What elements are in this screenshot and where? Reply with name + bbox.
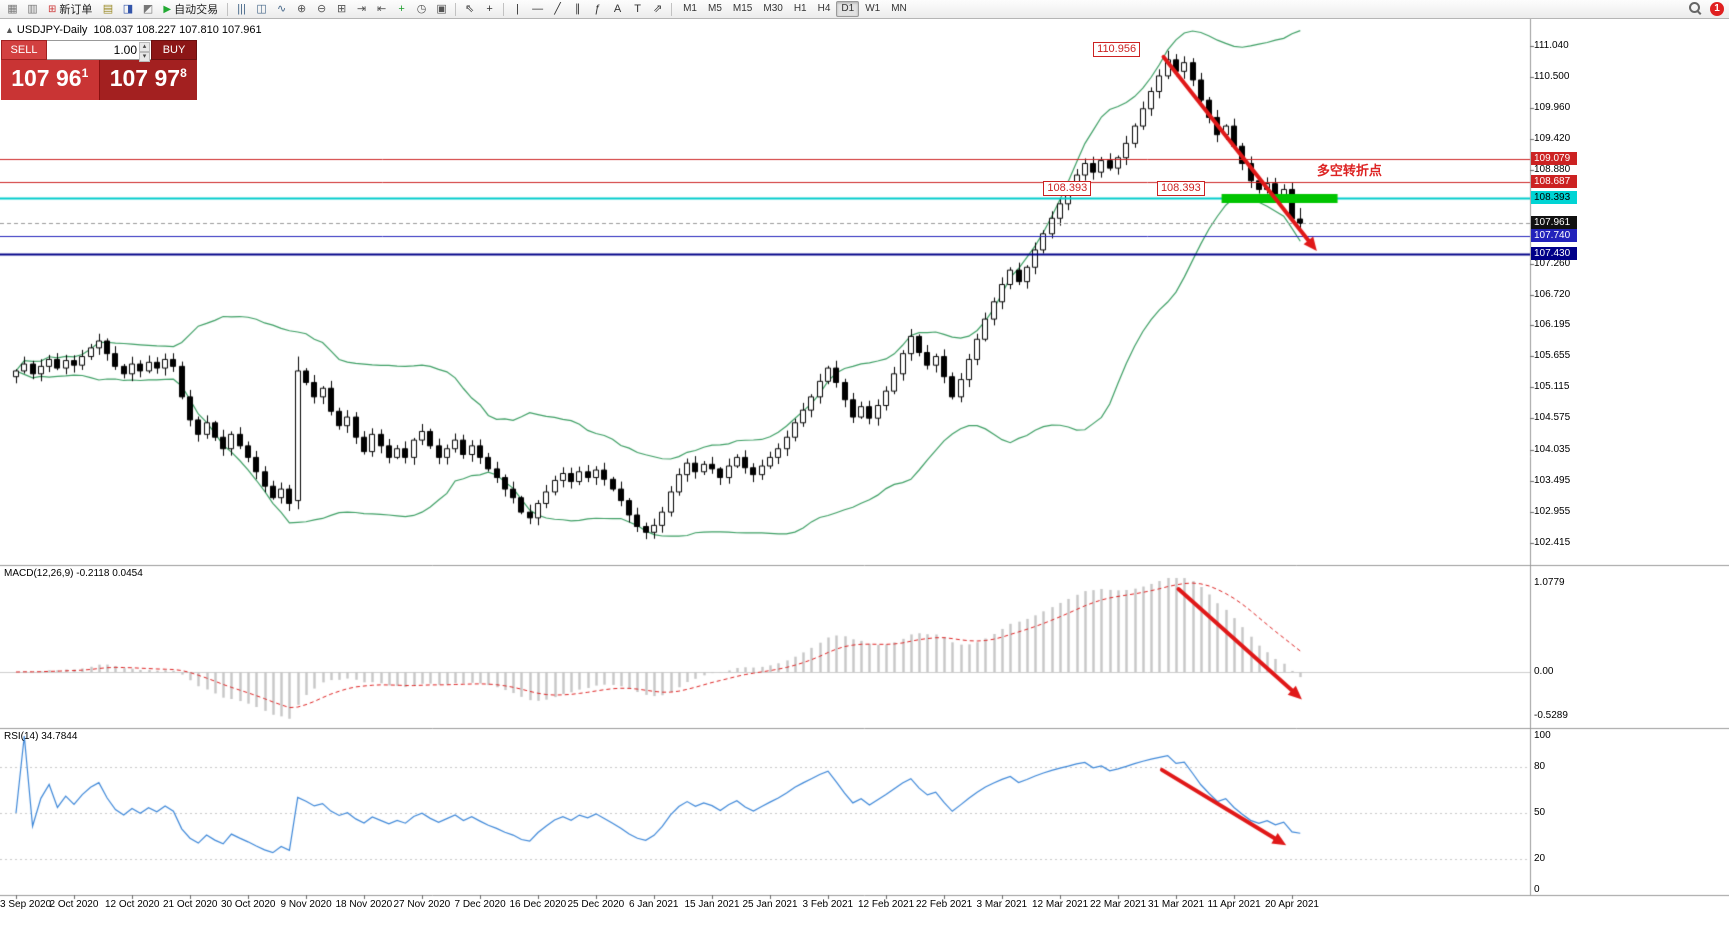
timeframe-w1-button[interactable]: W1: [865, 3, 881, 14]
autotrading-icon: ▶: [163, 3, 172, 15]
macd-indicator-label: MACD(12,26,9) -0.2118 0.0454: [4, 568, 143, 579]
toolbar-separator: [455, 2, 457, 16]
toolbar-separator: [227, 2, 229, 16]
sell-price-sup: 1: [81, 66, 89, 80]
auto-scroll-icon[interactable]: ⇥: [356, 2, 367, 15]
new-order-icon: ⊞: [48, 3, 57, 15]
timeframe-m5-button[interactable]: M5: [708, 3, 722, 14]
toolbar-separator: [671, 2, 673, 16]
line-chart-mode-icon[interactable]: ∿: [276, 2, 287, 15]
volume-increase-button[interactable]: ▴: [139, 42, 150, 52]
buy-button[interactable]: BUY: [151, 40, 197, 60]
timeframe-mn-button[interactable]: MN: [891, 3, 907, 14]
notification-badge[interactable]: 1: [1710, 2, 1724, 16]
buy-price-button[interactable]: 107 97 8: [99, 60, 197, 100]
periods-icon[interactable]: ◷: [416, 2, 427, 15]
buy-price-main: 107 97: [109, 65, 181, 91]
horizontal-line-icon[interactable]: —: [532, 2, 544, 15]
timeframe-d1-button[interactable]: D1: [836, 1, 860, 17]
volume-field: ▴ ▾: [47, 40, 151, 62]
buy-price-sup: 8: [180, 66, 187, 80]
autotrading-button[interactable]: ▶ 自动交易: [158, 2, 223, 17]
new-order-button-label: 新订单: [59, 4, 93, 16]
bar-chart-mode-icon[interactable]: |||: [237, 2, 246, 15]
text-icon[interactable]: A: [613, 2, 622, 15]
trendline-icon[interactable]: ╱: [554, 2, 561, 15]
timeframe-h4-button[interactable]: H4: [817, 3, 831, 14]
zoom-in-icon[interactable]: ⊕: [296, 2, 307, 15]
volume-input[interactable]: [47, 41, 151, 59]
sell-price-main: 107 96: [11, 65, 82, 91]
sell-button[interactable]: SELL: [1, 40, 47, 60]
main-toolbar: ▦ ▥ ⊞ 新订单 ▤ ◨ ◩ ▶ 自动交易 ||| ◫ ∿ ⊕ ⊖ ⊞ ⇥ ⇤ + ◷ ▣ ⇖ + | — ╱ ∥ ƒ A T ⇗ M1 M…: [0, 0, 1729, 19]
data-window-icon[interactable]: ◨: [122, 2, 134, 15]
autotrading-button-label: 自动交易: [174, 4, 219, 16]
chart-title-bar: ▲ USDJPY-Daily 108.037 108.227 107.810 107…: [5, 24, 262, 36]
new-order-button[interactable]: ⊞ 新订单: [43, 2, 97, 17]
toolbar-separator: [503, 2, 505, 16]
tile-windows-icon[interactable]: ⊞: [336, 2, 347, 15]
volume-decrease-button[interactable]: ▾: [139, 52, 150, 62]
search-icon[interactable]: [1689, 2, 1703, 16]
templates-icon[interactable]: ▣: [436, 2, 447, 15]
fibonacci-icon[interactable]: ƒ: [594, 2, 601, 15]
sell-price-button[interactable]: 107 96 1: [1, 60, 100, 100]
crosshair-icon[interactable]: +: [486, 2, 493, 15]
rsi-indicator-label: RSI(14) 34.7844: [4, 731, 78, 742]
chart-shift-icon[interactable]: ⇤: [376, 2, 387, 15]
timeframe-m30-button[interactable]: M30: [763, 3, 783, 14]
timeframe-toolbar: M1 M5 M15 M30 H1 H4 D1 W1 MN: [678, 1, 912, 17]
timeframe-h1-button[interactable]: H1: [793, 3, 807, 14]
market-watch-icon[interactable]: ▤: [102, 2, 114, 15]
timeframe-m1-button[interactable]: M1: [683, 3, 697, 14]
timeframe-m15-button[interactable]: M15: [732, 3, 753, 14]
cursor-icon[interactable]: ⇖: [464, 2, 475, 15]
arrows-tool-icon[interactable]: ⇗: [652, 2, 663, 15]
one-click-trading-panel: SELL ▴ ▾ BUY 107 961 107 978: [1, 40, 197, 100]
zoom-out-icon[interactable]: ⊖: [316, 2, 327, 15]
vertical-line-icon[interactable]: |: [516, 2, 520, 15]
symbol-period-label: USDJPY-Daily: [16, 24, 88, 36]
ohlc-readout: 108.037 108.227 107.810 107.961: [93, 24, 262, 36]
text-label-icon[interactable]: T: [634, 2, 641, 15]
channel-icon[interactable]: ∥: [574, 2, 581, 15]
chart-profiles-icon[interactable]: ▥: [27, 2, 38, 15]
new-chart-icon[interactable]: ▦: [7, 2, 18, 15]
one-click-toggle-icon[interactable]: ▲: [5, 25, 14, 35]
strategy-tester-icon[interactable]: ◩: [142, 2, 154, 15]
candlestick-mode-icon[interactable]: ◫: [256, 2, 267, 15]
indicators-icon[interactable]: +: [398, 2, 405, 15]
